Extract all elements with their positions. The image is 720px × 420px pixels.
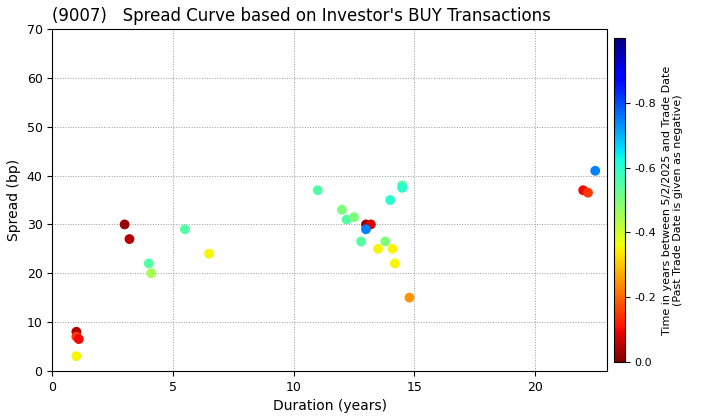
- Point: [384, 197, 396, 203]
- Point: [341, 216, 352, 223]
- Point: [71, 328, 82, 335]
- Point: [143, 260, 155, 267]
- X-axis label: Duration (years): Duration (years): [273, 399, 387, 413]
- Point: [590, 168, 601, 174]
- Point: [124, 236, 135, 242]
- Point: [360, 221, 372, 228]
- Point: [390, 260, 401, 267]
- Y-axis label: Spread (bp): Spread (bp): [7, 159, 21, 241]
- Point: [119, 221, 130, 228]
- Point: [356, 238, 367, 245]
- Point: [179, 226, 191, 233]
- Point: [312, 187, 323, 194]
- Point: [387, 245, 398, 252]
- Point: [71, 333, 82, 340]
- Point: [372, 245, 384, 252]
- Point: [73, 336, 84, 342]
- Point: [348, 214, 360, 220]
- Point: [71, 353, 82, 360]
- Point: [360, 226, 372, 233]
- Point: [336, 206, 348, 213]
- Point: [397, 184, 408, 191]
- Point: [397, 182, 408, 189]
- Text: (9007)   Spread Curve based on Investor's BUY Transactions: (9007) Spread Curve based on Investor's …: [53, 7, 551, 25]
- Point: [203, 250, 215, 257]
- Point: [404, 294, 415, 301]
- Point: [379, 238, 391, 245]
- Point: [582, 189, 594, 196]
- Point: [145, 270, 157, 276]
- Y-axis label: Time in years between 5/2/2025 and Trade Date
(Past Trade Date is given as negat: Time in years between 5/2/2025 and Trade…: [662, 66, 683, 335]
- Point: [365, 221, 377, 228]
- Point: [577, 187, 589, 194]
